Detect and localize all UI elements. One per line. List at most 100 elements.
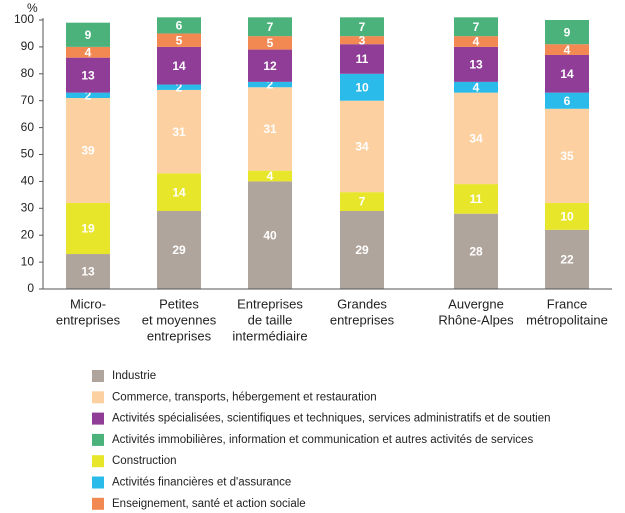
bar-segment [157, 33, 201, 47]
x-tick-label: Petites [159, 296, 199, 311]
data-label: 29 [355, 243, 369, 257]
x-tick-label: intermédiaire [232, 328, 307, 343]
legend-label: Enseignement, santé et action sociale [112, 498, 306, 510]
bar-segment [248, 181, 292, 289]
data-label: 10 [355, 80, 369, 94]
data-label: 10 [560, 210, 574, 224]
bar-segment [157, 46, 201, 85]
data-label: 29 [172, 243, 186, 257]
bar-segment [248, 170, 292, 182]
bar-segment [454, 184, 498, 214]
y-tick-label: 80 [21, 66, 35, 80]
data-label: 6 [176, 19, 183, 33]
bar-segment [157, 210, 201, 289]
data-label: 5 [267, 36, 274, 50]
bar-segment [66, 254, 110, 289]
bar-segment [454, 92, 498, 185]
legend-swatch [92, 412, 104, 425]
x-tick-label: entreprises [147, 328, 212, 343]
bar-segment [248, 36, 292, 50]
data-label: 4 [564, 43, 571, 57]
data-label: 6 [564, 94, 571, 108]
y-tick-label: 50 [21, 147, 35, 161]
bar-segment [157, 84, 201, 90]
data-label: 13 [81, 68, 95, 82]
data-label: 13 [81, 265, 95, 279]
y-tick-label: 70 [21, 93, 35, 107]
data-label: 39 [81, 144, 95, 158]
y-tick-label: 90 [21, 39, 35, 53]
y-tick-label: 30 [21, 200, 35, 214]
data-label: 9 [564, 25, 571, 39]
bar-segment [454, 81, 498, 93]
x-tick-label: entreprises [56, 312, 121, 327]
x-tick-label: Entreprises [237, 296, 303, 311]
data-label: 14 [172, 59, 186, 73]
bar-segment [66, 98, 110, 203]
data-label: 7 [473, 20, 480, 34]
bar-segment [340, 36, 384, 45]
data-label: 7 [359, 195, 366, 209]
y-tick-label: 60 [21, 120, 35, 134]
bar-segment [248, 49, 292, 82]
data-label: 28 [469, 245, 483, 259]
x-tick-label: et moyennes [142, 312, 217, 327]
x-tick-label: Rhône-Alpes [438, 312, 514, 327]
data-label: 9 [85, 28, 92, 42]
bar-segment [545, 44, 589, 55]
data-label: 2 [176, 80, 183, 94]
bar-segment [157, 17, 201, 34]
bar-segment [545, 92, 589, 109]
y-tick-label: 20 [21, 227, 35, 241]
bar-segment [545, 54, 589, 93]
legend-label: Construction [112, 455, 177, 467]
bar-segment [454, 46, 498, 82]
legend-swatch [92, 433, 104, 446]
bar-segment [66, 46, 110, 58]
data-label: 31 [263, 122, 277, 136]
data-label: 7 [359, 20, 366, 34]
bar-segment [66, 22, 110, 47]
bar-segment [340, 44, 384, 74]
data-label: 2 [85, 88, 92, 102]
legend-label: Activités immobilières, information et c… [112, 434, 533, 446]
y-tick-label: 40 [21, 174, 35, 188]
legend-label: Activités financières et d'assurance [112, 477, 291, 489]
x-tick-label: Micro- [70, 296, 106, 311]
y-tick-label: 100 [14, 12, 34, 26]
data-label: 13 [469, 58, 483, 72]
data-label: 5 [176, 33, 183, 47]
bar-segment [248, 17, 292, 37]
data-label: 4 [85, 45, 92, 59]
data-label: 19 [81, 222, 95, 236]
data-label: 4 [473, 35, 480, 49]
legend-swatch [92, 497, 104, 510]
bar-segment [454, 36, 498, 47]
bar-segment [340, 192, 384, 211]
bar-segment [66, 92, 110, 99]
bar-segment [454, 213, 498, 289]
y-tick-label: 0 [27, 281, 34, 295]
bar-segment [340, 210, 384, 289]
data-label: 31 [172, 125, 186, 139]
bar-segment [66, 202, 110, 255]
data-label: 11 [470, 192, 483, 206]
x-tick-label: France [547, 296, 587, 311]
legend-swatch [92, 455, 104, 468]
bar-segment [248, 87, 292, 171]
legend-swatch [92, 370, 104, 382]
legend-swatch [92, 476, 104, 489]
data-label: 12 [263, 59, 277, 73]
bar-segment [248, 81, 292, 88]
bar-segment [340, 100, 384, 193]
bar-segment [157, 173, 201, 211]
legend-swatch [92, 391, 104, 404]
bar-segment [545, 20, 589, 45]
y-tick-label: 10 [21, 254, 35, 268]
legend-label: Activités spécialisées, scientifiques et… [112, 413, 551, 425]
data-label: 14 [560, 67, 574, 81]
bar-segment [157, 89, 201, 174]
x-tick-label: métropolitaine [526, 312, 608, 327]
bar-segment [66, 57, 110, 93]
